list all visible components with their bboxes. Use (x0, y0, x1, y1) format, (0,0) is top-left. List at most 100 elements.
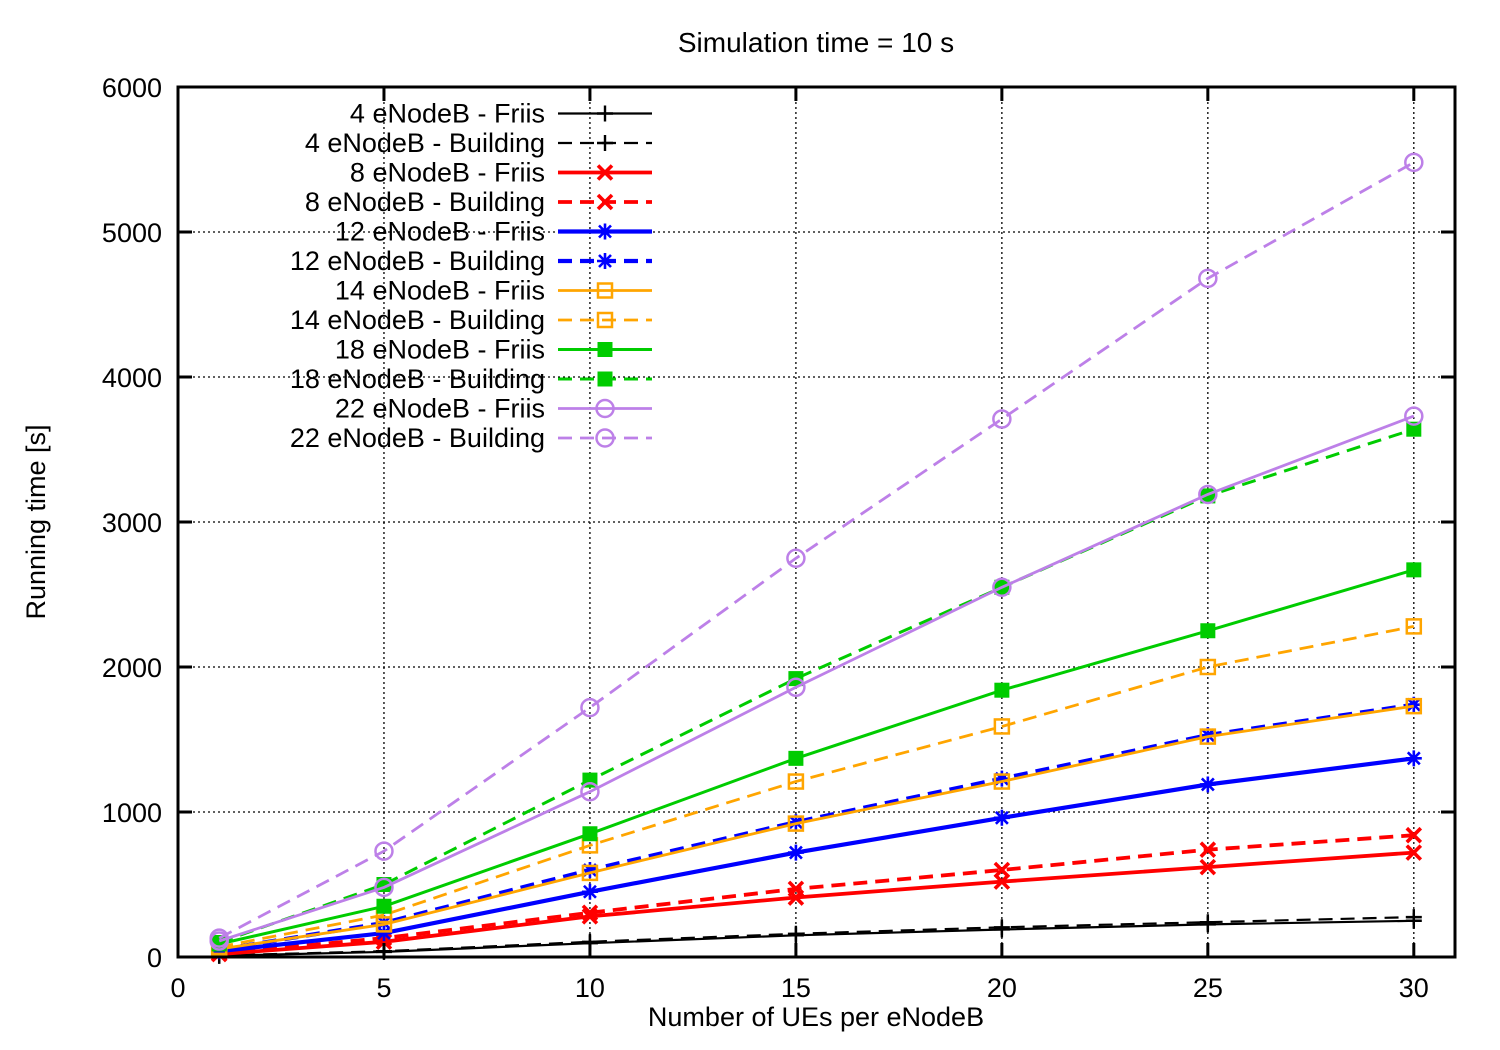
legend-item: 4 eNodeB - Friis (350, 99, 652, 129)
legend-label: 14 eNodeB - Friis (335, 276, 545, 306)
square-open-marker-icon (596, 311, 614, 329)
cross-marker-icon (1199, 858, 1217, 876)
circle-open-marker-icon (209, 928, 229, 948)
y-tick-label: 1000 (102, 798, 162, 828)
legend-label: 18 eNodeB - Friis (335, 335, 545, 365)
cross-marker-icon (787, 880, 805, 898)
circle-open-marker-icon (1198, 484, 1218, 505)
legend-label: 8 eNodeB - Friis (350, 158, 545, 188)
square-open-marker-icon (1405, 618, 1423, 635)
x-axis-label: Number of UEs per eNodeB (648, 1002, 984, 1032)
square-open-marker-icon (787, 773, 805, 790)
star-marker-icon (597, 223, 613, 240)
square-filled-marker-icon (994, 682, 1010, 698)
series-line (218, 414, 1415, 943)
x-tick-label: 25 (1193, 973, 1223, 1003)
series-12-enodeb-building (211, 696, 1422, 958)
star-marker-icon (375, 925, 392, 942)
x-tick-label: 5 (376, 973, 391, 1003)
legend-item: 18 eNodeB - Building (290, 364, 652, 394)
series-line (218, 625, 1415, 949)
series-12-enodeb-friis (211, 750, 1422, 960)
legend-item: 14 eNodeB - Friis (335, 276, 652, 306)
square-open-marker-icon (581, 864, 599, 882)
plus-marker-icon (1405, 909, 1422, 926)
legend-label: 18 eNodeB - Building (290, 364, 545, 394)
circle-open-marker-icon (786, 548, 806, 568)
series-18-enodeb-building (211, 421, 1422, 950)
series-4-enodeb-building (211, 909, 1422, 964)
star-marker-icon (993, 770, 1010, 787)
x-tick-label: 0 (170, 973, 185, 1003)
circle-open-marker-icon (1404, 406, 1424, 426)
star-marker-icon (787, 844, 804, 861)
series-line (218, 704, 1415, 951)
series-22-enodeb-building (209, 152, 1424, 948)
star-marker-icon (581, 862, 598, 878)
circle-open-marker-icon (1404, 152, 1424, 173)
legend-label: 12 eNodeB - Building (290, 246, 545, 276)
legend-item: 8 eNodeB - Friis (350, 158, 652, 188)
star-marker-icon (581, 883, 598, 900)
x-tick-label: 30 (1399, 973, 1429, 1003)
cross-marker-icon (993, 861, 1011, 879)
star-marker-icon (1199, 776, 1216, 793)
star-marker-icon (787, 814, 804, 831)
cross-marker-icon (1199, 841, 1217, 858)
cross-marker-icon (1405, 844, 1423, 861)
x-tick-label: 10 (575, 973, 605, 1003)
cross-marker-icon (1405, 826, 1423, 844)
y-tick-label: 0 (147, 943, 162, 973)
square-filled-marker-icon (788, 750, 804, 766)
square-open-marker-icon (1405, 697, 1423, 715)
legend-item: 18 eNodeB - Friis (335, 335, 652, 365)
legend-label: 12 eNodeB - Friis (335, 217, 545, 247)
star-marker-icon (1405, 750, 1422, 767)
circle-open-marker-icon (580, 781, 600, 802)
y-tick-label: 4000 (102, 363, 162, 393)
series-18-enodeb-friis (211, 562, 1422, 952)
data-series (209, 152, 1424, 964)
star-marker-icon (1199, 727, 1216, 744)
series-14-enodeb-friis (210, 697, 1423, 958)
legend-label: 4 eNodeB - Building (305, 128, 545, 158)
square-open-marker-icon (1199, 658, 1217, 676)
chart-title: Simulation time = 10 s (678, 27, 954, 58)
plus-marker-icon (787, 925, 804, 942)
star-marker-icon (597, 253, 613, 269)
y-tick-label: 2000 (102, 653, 162, 683)
circle-open-marker-icon (374, 877, 394, 898)
series-line (218, 161, 1415, 940)
star-marker-icon (1405, 696, 1422, 713)
plus-marker-icon (597, 105, 613, 122)
square-open-marker-icon (1199, 728, 1217, 745)
x-tick-label: 15 (781, 973, 811, 1003)
legend-label: 22 eNodeB - Friis (335, 394, 545, 424)
y-tick-label: 5000 (102, 218, 162, 248)
legend-item: 8 eNodeB - Building (305, 187, 652, 217)
legend-item: 14 eNodeB - Building (290, 305, 652, 335)
circle-open-marker-icon (992, 409, 1012, 429)
series-line (218, 702, 1415, 952)
x-tick-label: 20 (987, 973, 1017, 1003)
series-22-enodeb-friis (209, 406, 1424, 951)
square-open-marker-icon (596, 282, 614, 299)
circle-open-marker-icon (595, 398, 615, 419)
legend-item: 22 eNodeB - Friis (335, 394, 652, 424)
square-filled-marker-icon (376, 898, 392, 914)
circle-open-marker-icon (992, 577, 1012, 597)
circle-open-marker-icon (580, 697, 600, 718)
cross-marker-icon (596, 164, 614, 181)
square-filled-marker-icon (597, 371, 613, 387)
legend-label: 22 eNodeB - Building (290, 423, 545, 453)
y-axis-label: Running time [s] (21, 424, 51, 619)
star-marker-icon (993, 809, 1010, 826)
series-line (219, 850, 1414, 956)
cross-marker-icon (581, 904, 599, 922)
square-filled-marker-icon (597, 342, 613, 357)
legend-item: 22 eNodeB - Building (290, 423, 652, 453)
y-tick-label: 6000 (102, 73, 162, 103)
plot-frame: 0 5 10 15 20 25 30 0 1000 2000 3000 4000 5000 6000 (102, 73, 1457, 1003)
square-filled-marker-icon (1406, 562, 1422, 578)
